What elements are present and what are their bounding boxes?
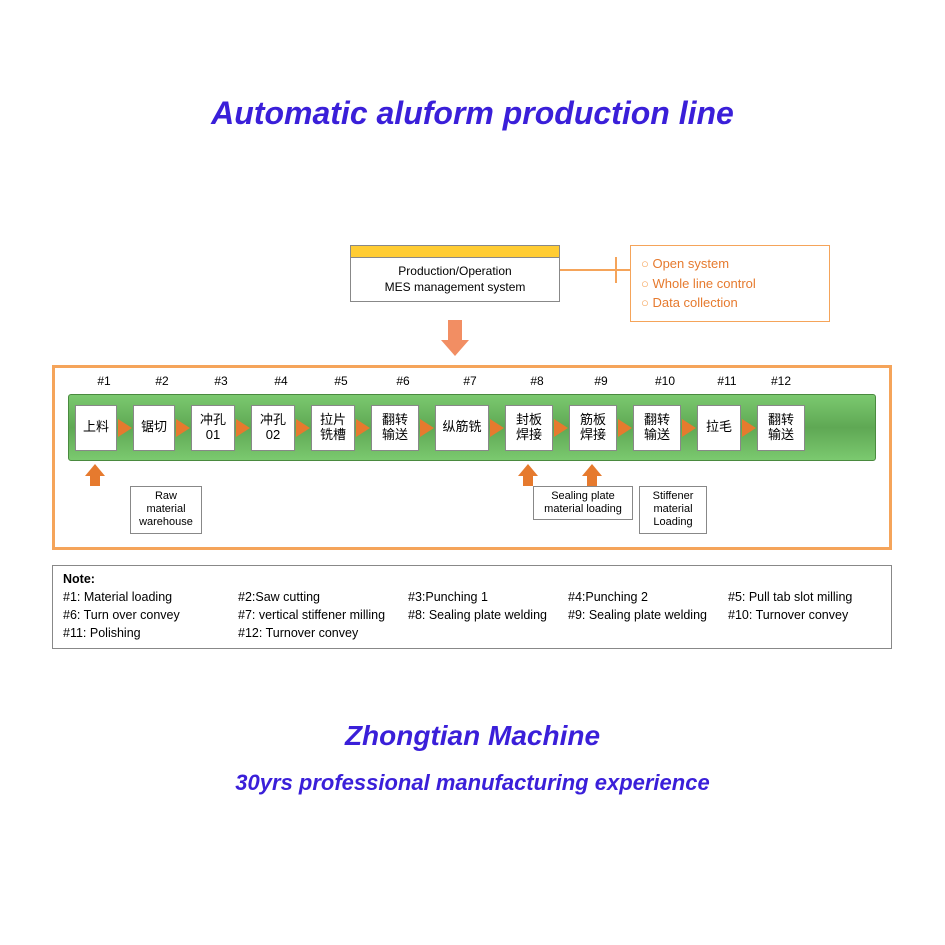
step-number: #12: [757, 374, 805, 388]
step-number: #9: [569, 374, 633, 388]
notes-cell: #3:Punching 1: [408, 588, 568, 606]
mes-line2: MES management system: [385, 280, 526, 294]
notes-cell: #6: Turn over convey: [63, 606, 238, 624]
feature-bullet: Whole line control: [641, 274, 819, 294]
process-step: 拉片铣槽: [311, 405, 355, 451]
input-material-box: Rawmaterialwarehouse: [130, 486, 202, 534]
step-number: #10: [633, 374, 697, 388]
connector-h: [560, 269, 630, 271]
notes-cell: #11: Polishing: [63, 624, 238, 642]
step-number: #6: [371, 374, 435, 388]
process-step: 封板焊接: [505, 405, 553, 451]
step-number: #8: [505, 374, 569, 388]
up-arrow-icon: [519, 464, 537, 486]
process-step: 拉毛: [697, 405, 741, 451]
notes-cell: #10: Turnover convey: [728, 606, 888, 624]
mes-box-text: Production/Operation MES management syst…: [351, 258, 559, 301]
process-step: 翻转输送: [371, 405, 419, 451]
step-number: #11: [697, 374, 757, 388]
connector-v: [615, 257, 617, 283]
notes-cell: #7: vertical stiffener milling: [238, 606, 408, 624]
notes-cell: #9: Sealing plate welding: [568, 606, 728, 624]
step-numbers-row: #1#2#3#4#5#6#7#8#9#10#11#12: [75, 374, 869, 388]
input-material-box: StiffenermaterialLoading: [639, 486, 707, 534]
process-band: 上料锯切冲孔01冲孔02拉片铣槽翻转输送纵筋铣封板焊接筋板焊接翻转输送拉毛翻转输…: [68, 394, 876, 461]
process-step: 锯切: [133, 405, 175, 451]
flow-arrow-icon: [490, 419, 504, 437]
flow-arrow-icon: [618, 419, 632, 437]
notes-cell: #1: Material loading: [63, 588, 238, 606]
up-arrow-icon: [583, 464, 601, 486]
notes-box: Note: #1: Material loading#2:Saw cutting…: [52, 565, 892, 649]
notes-row: #11: Polishing#12: Turnover convey: [63, 624, 881, 642]
mes-line1: Production/Operation: [398, 264, 511, 278]
flow-arrow-icon: [356, 419, 370, 437]
step-number: #5: [311, 374, 371, 388]
notes-row: #6: Turn over convey#7: vertical stiffen…: [63, 606, 881, 624]
notes-cell: #5: Pull tab slot milling: [728, 588, 888, 606]
process-step: 上料: [75, 405, 117, 451]
flow-arrow-icon: [118, 419, 132, 437]
flow-arrow-icon: [176, 419, 190, 437]
notes-cell: #2:Saw cutting: [238, 588, 408, 606]
process-step: 冲孔02: [251, 405, 295, 451]
step-number: #2: [133, 374, 191, 388]
notes-row: #1: Material loading#2:Saw cutting#3:Pun…: [63, 588, 881, 606]
notes-cell: #12: Turnover convey: [238, 624, 408, 642]
feature-bullet: Open system: [641, 254, 819, 274]
input-material-box: Sealing platematerial loading: [533, 486, 633, 520]
step-number: #4: [251, 374, 311, 388]
flow-arrow-icon: [236, 419, 250, 437]
mes-box-header: [351, 246, 559, 258]
process-step: 翻转输送: [757, 405, 805, 451]
step-number: #1: [75, 374, 133, 388]
flow-arrow-icon: [296, 419, 310, 437]
footer-brand: Zhongtian Machine: [0, 720, 945, 752]
step-number: #7: [435, 374, 505, 388]
notes-cell: #8: Sealing plate welding: [408, 606, 568, 624]
up-arrow-icon: [86, 464, 104, 486]
flow-arrow-icon: [420, 419, 434, 437]
notes-title: Note:: [63, 572, 881, 586]
process-step: 筋板焊接: [569, 405, 617, 451]
feature-bullet: Data collection: [641, 293, 819, 313]
process-step: 纵筋铣: [435, 405, 489, 451]
footer-tagline: 30yrs professional manufacturing experie…: [0, 770, 945, 796]
process-step: 冲孔01: [191, 405, 235, 451]
feature-bullets: Open systemWhole line controlData collec…: [630, 245, 830, 322]
flow-arrow-icon: [554, 419, 568, 437]
mes-area: Production/Operation MES management syst…: [0, 245, 945, 365]
notes-cell: #4:Punching 2: [568, 588, 728, 606]
process-step: 翻转输送: [633, 405, 681, 451]
page-title: Automatic aluform production line: [0, 0, 945, 132]
flow-arrow-icon: [742, 419, 756, 437]
mes-box: Production/Operation MES management syst…: [350, 245, 560, 302]
down-arrow-icon: [443, 320, 467, 358]
notes-body: #1: Material loading#2:Saw cutting#3:Pun…: [63, 588, 881, 642]
flow-container: #1#2#3#4#5#6#7#8#9#10#11#12 上料锯切冲孔01 冲孔02…: [52, 365, 892, 550]
step-number: #3: [191, 374, 251, 388]
flow-arrow-icon: [682, 419, 696, 437]
